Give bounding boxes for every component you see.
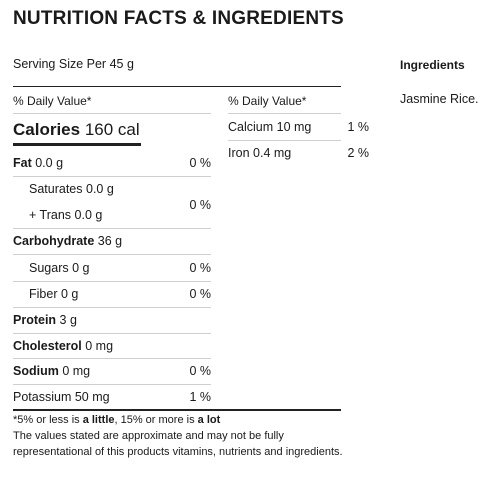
iron-pct: 2 % [347,146,369,160]
iron-row: Iron 0.4 mg [228,146,292,160]
fiber-row: Fiber 0 g [29,287,79,301]
serving-size: Serving Size Per 45 g [13,57,134,71]
fat-row: Fat 0.0 g [13,156,64,170]
table-bottom-rule [13,409,341,411]
saturates-trans-pct: 0 % [189,198,211,212]
cholesterol-row: Cholesterol 0 mg [13,339,114,353]
footnote-scale: *5% or less is a little, 15% or more is … [13,414,221,426]
calories-underline [13,143,141,146]
calories-label: Calories [13,120,81,139]
ingredients-title: Ingredients [400,58,465,72]
calories: Calories 160 cal [13,120,140,140]
fat-pct: 0 % [189,156,211,170]
carbohydrate-row: Carbohydrate 36 g [13,234,123,248]
sugars-pct: 0 % [189,261,211,275]
calcium-pct: 1 % [347,120,369,134]
page-title: NUTRITION FACTS & INGREDIENTS [13,8,344,29]
trans-row: + Trans 0.0 g [29,208,103,222]
sodium-row: Sodium 0 mg [13,364,91,378]
calories-value: 160 cal [84,120,140,139]
protein-row: Protein 3 g [13,313,77,327]
disclaimer-line-1: The values stated are approximate and ma… [13,430,284,442]
daily-value-header: % Daily Value* [13,94,92,108]
sodium-pct: 0 % [189,364,211,378]
disclaimer-line-2: representational of this products vitami… [13,446,343,458]
potassium-pct: 1 % [189,390,211,404]
sugars-row: Sugars 0 g [29,261,90,275]
serving-divider [13,86,341,87]
fiber-pct: 0 % [189,287,211,301]
right-daily-value-header: % Daily Value* [228,94,307,108]
potassium-row: Potassium 50 mg [13,390,110,404]
saturates-row: Saturates 0.0 g [29,182,114,196]
calcium-row: Calcium 10 mg [228,120,312,134]
header-divider [13,113,211,114]
ingredients-text: Jasmine Rice. [400,92,479,106]
